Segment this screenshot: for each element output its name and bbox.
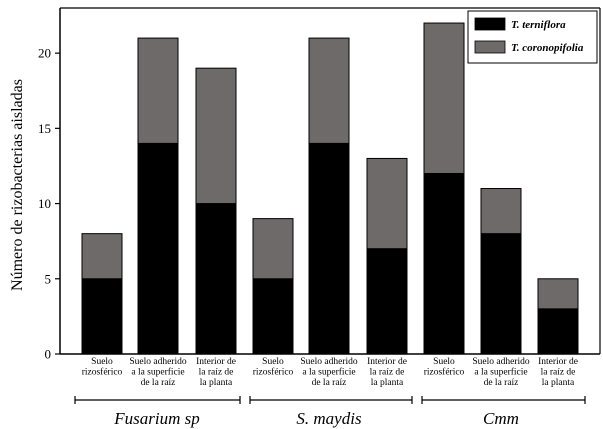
x-category-label: Suelo adherido a la superficie de la raíz bbox=[472, 357, 530, 388]
x-category-label: Suelo adherido a la superficie de la raíz bbox=[300, 357, 358, 388]
bar-t-terniflora bbox=[252, 278, 294, 355]
y-tick-label: 15 bbox=[38, 121, 51, 136]
x-category-label: Interior de la raíz de la planta bbox=[196, 357, 236, 388]
x-category-label: Suelo rizosférico bbox=[424, 357, 465, 378]
bars bbox=[81, 22, 579, 355]
y-tick-label: 5 bbox=[45, 271, 52, 286]
group-label: S. maydis bbox=[296, 409, 362, 428]
y-axis-label: Número de rizobacterias aisladas bbox=[9, 79, 26, 291]
bar-t-coronopifolia bbox=[308, 37, 350, 144]
bar-t-terniflora bbox=[423, 172, 465, 355]
bar-t-coronopifolia bbox=[137, 37, 179, 144]
legend: T. terniflora T. coronopifolia bbox=[467, 10, 598, 64]
bar-t-terniflora bbox=[366, 248, 408, 355]
group-labels: Fusarium sp S. maydis Cmm bbox=[74, 396, 586, 428]
x-category-label: Suelo adherido a la superficie de la raíz bbox=[129, 357, 187, 388]
bar-t-terniflora bbox=[195, 203, 237, 355]
bar-t-coronopifolia bbox=[366, 157, 408, 250]
y-tick-label: 20 bbox=[38, 46, 51, 61]
bar-t-terniflora bbox=[308, 142, 350, 355]
legend-swatch bbox=[474, 40, 506, 54]
bar-t-coronopifolia bbox=[537, 278, 579, 310]
bar-t-terniflora bbox=[137, 142, 179, 355]
group-label: Fusarium sp bbox=[113, 409, 199, 428]
x-category-label: Suelo rizosférico bbox=[253, 357, 294, 378]
y-tick-label: 10 bbox=[38, 196, 51, 211]
bar-t-coronopifolia bbox=[81, 233, 123, 280]
legend-label: T. coronopifolia bbox=[511, 42, 584, 54]
legend-label: T. terniflora bbox=[511, 19, 566, 31]
bar-t-coronopifolia bbox=[423, 22, 465, 174]
legend-swatch bbox=[474, 17, 506, 31]
x-category-label: Suelo rizosférico bbox=[82, 357, 123, 378]
x-category-labels: Suelo rizosférico Suelo adherido a la super… bbox=[82, 357, 578, 388]
x-category-label: Interior de la raíz de la planta bbox=[367, 357, 407, 388]
group-label: Cmm bbox=[483, 409, 519, 428]
bar-t-coronopifolia bbox=[252, 218, 294, 280]
bar-t-coronopifolia bbox=[195, 67, 237, 205]
bar-t-coronopifolia bbox=[480, 188, 522, 235]
bar-t-terniflora bbox=[537, 308, 579, 355]
x-category-label: Interior de la raíz de la planta bbox=[538, 357, 578, 388]
bar-t-terniflora bbox=[81, 278, 123, 355]
bar-t-terniflora bbox=[480, 233, 522, 355]
y-tick-label: 0 bbox=[45, 347, 52, 362]
